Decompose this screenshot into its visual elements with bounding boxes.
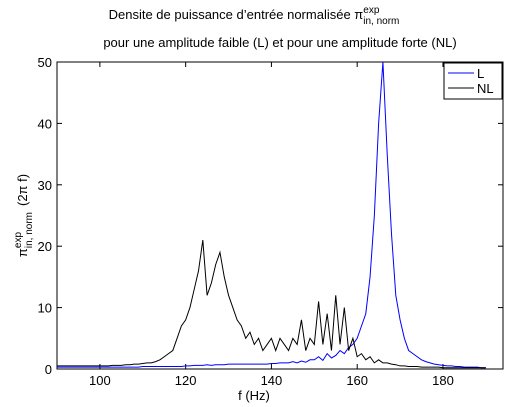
x-axis-label: f (Hz) [238,388,270,403]
chart-title-sub: in, norm [363,16,399,27]
y-tick-label: 10 [38,301,52,316]
y-tick-label: 50 [38,55,52,70]
series-line [57,62,486,369]
y-axis-label-sup: exp [13,232,24,249]
plot-area [56,61,504,370]
y-tick-label: 40 [38,116,52,131]
chart-title: Densite de puissance d’entrée normalisée… [109,5,400,27]
series-line [57,239,486,369]
x-tick-label: 180 [432,373,454,388]
legend-label: NL [477,81,494,96]
chart-title-main: Densite de puissance d’entrée normalisée… [109,7,364,22]
chart-subtitle: pour une amplitude faible (L) et pour un… [103,35,456,50]
y-axis-label-sub: in, norm [24,212,35,248]
y-axis-label-suffix: (2π f) [15,174,30,206]
y-axis-label: πexpin, norm (2π f) [13,174,35,257]
y-tick-label: 20 [38,239,52,254]
x-tick-label: 120 [175,373,197,388]
chart-title-sup: exp [363,5,380,16]
x-tick-label: 160 [346,373,368,388]
legend-label: L [477,66,484,81]
y-tick-label: 0 [45,362,52,377]
y-axis-label-main: π [15,248,30,257]
legend-box [443,62,503,100]
y-tick-label: 30 [38,178,52,193]
x-tick-label: 140 [261,373,283,388]
x-tick-label: 100 [89,373,111,388]
